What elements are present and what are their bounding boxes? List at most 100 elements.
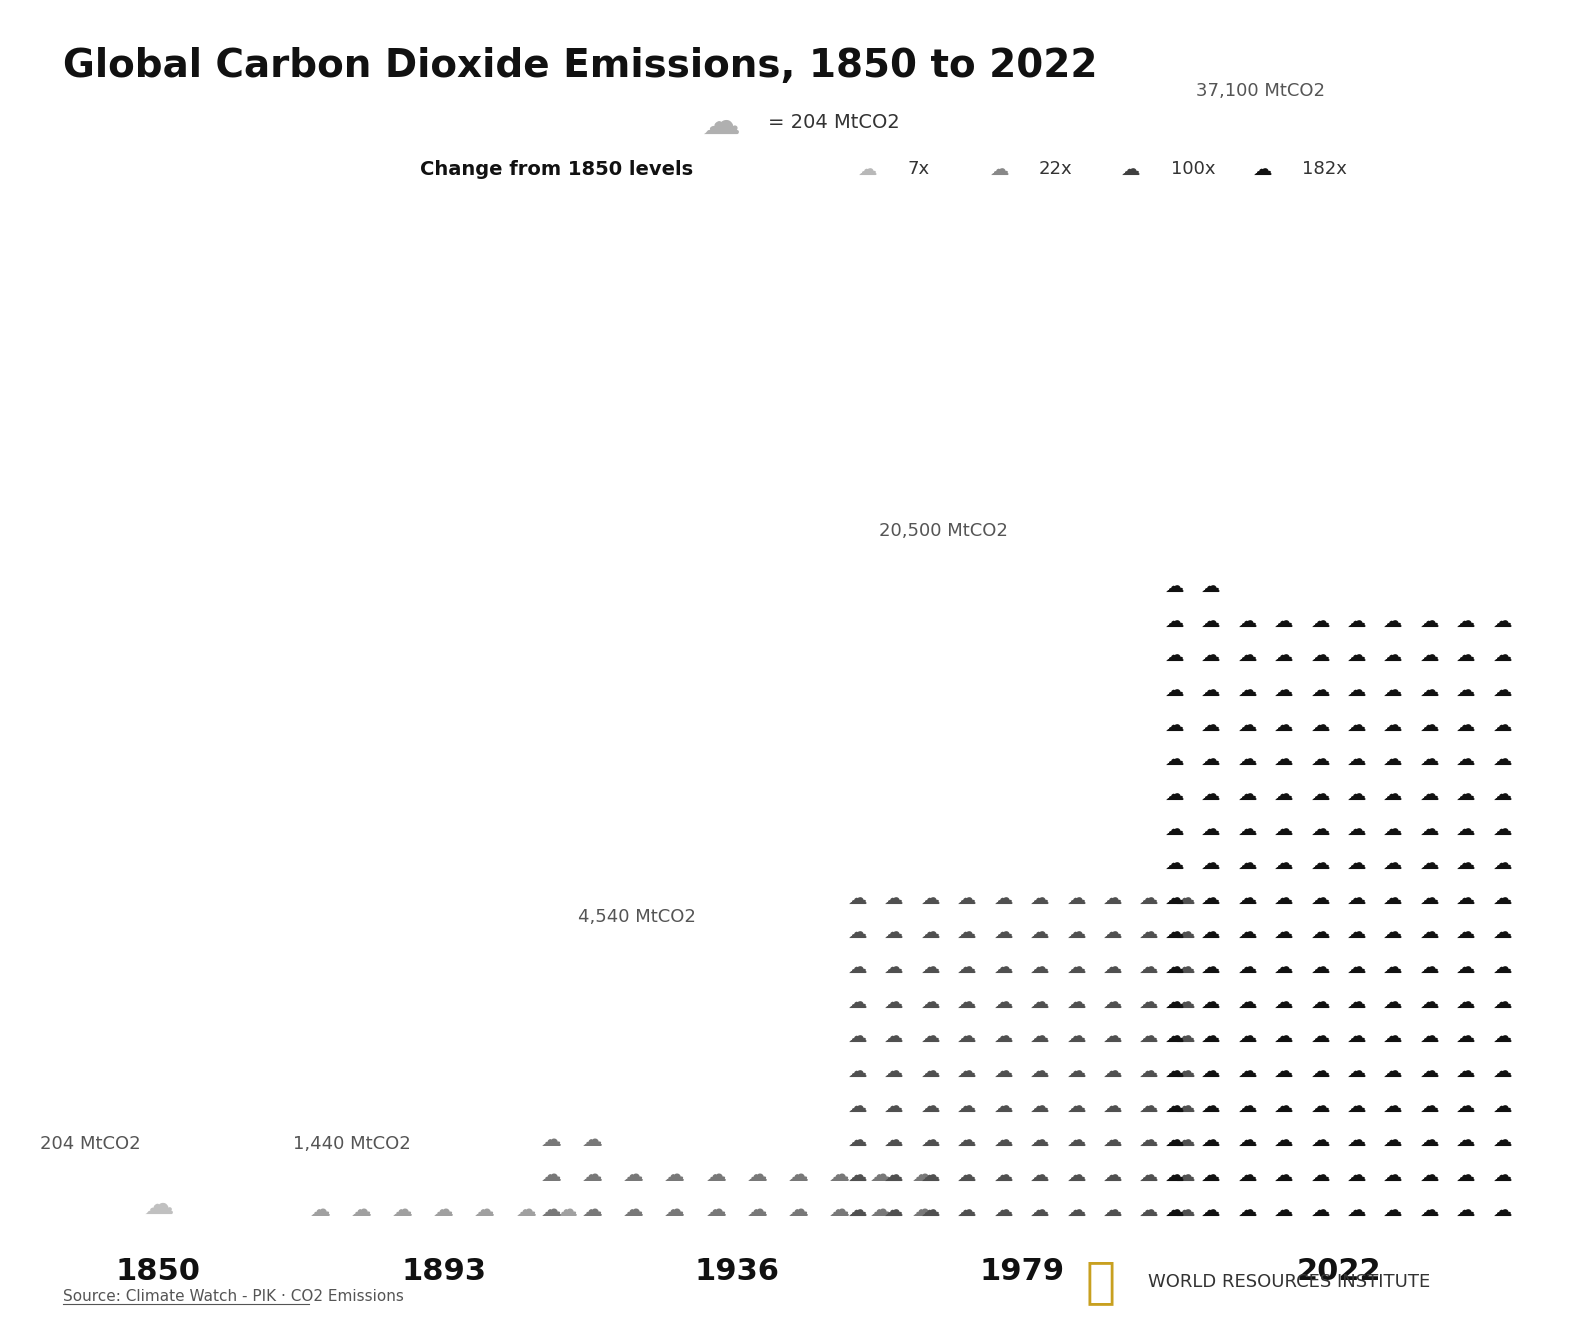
Text: ☁: ☁: [1383, 1166, 1403, 1185]
Text: ☁: ☁: [787, 1165, 809, 1185]
Text: ☁: ☁: [1419, 785, 1440, 804]
Text: ☁: ☁: [1237, 681, 1258, 700]
Text: ☁: ☁: [1419, 716, 1440, 734]
Text: ☁: ☁: [309, 1200, 331, 1220]
Text: ☁: ☁: [884, 1062, 904, 1081]
Text: ☁: ☁: [1237, 854, 1258, 873]
Text: ☁: ☁: [1139, 1201, 1159, 1220]
Text: ☁: ☁: [474, 1200, 496, 1220]
Text: ☁: ☁: [1346, 785, 1367, 804]
Text: ☁: ☁: [828, 1165, 851, 1185]
Text: ☁: ☁: [1383, 924, 1403, 942]
Text: ☁: ☁: [1066, 958, 1087, 977]
Text: ☁: ☁: [1139, 1097, 1159, 1116]
Text: ☁: ☁: [540, 1200, 562, 1220]
Text: 100x: 100x: [1171, 160, 1215, 179]
Text: ☁: ☁: [1346, 1201, 1367, 1220]
Text: 7x: 7x: [908, 160, 930, 179]
Text: ☁: ☁: [1164, 785, 1185, 804]
Text: ☁: ☁: [1139, 1132, 1159, 1150]
Text: ☁: ☁: [1492, 681, 1513, 700]
Text: ☁: ☁: [1310, 716, 1331, 734]
Text: ☁: ☁: [1274, 750, 1294, 769]
Text: ☁: ☁: [859, 160, 878, 179]
Text: ☁: ☁: [993, 1132, 1014, 1150]
Text: ☁: ☁: [1346, 889, 1367, 908]
Text: ☁: ☁: [993, 1028, 1014, 1046]
Text: ☁: ☁: [1237, 820, 1258, 838]
Text: ☁: ☁: [1253, 160, 1272, 179]
Text: ☁: ☁: [1102, 924, 1123, 942]
Text: ☁: ☁: [515, 1200, 537, 1220]
Text: ☁: ☁: [847, 958, 868, 977]
Text: ☁: ☁: [911, 1200, 933, 1220]
Text: ☁: ☁: [1102, 1062, 1123, 1081]
Text: ☁: ☁: [1274, 820, 1294, 838]
Text: ☁: ☁: [1346, 647, 1367, 665]
Text: ☁: ☁: [1175, 1062, 1196, 1081]
Text: ☁: ☁: [1310, 1132, 1331, 1150]
Text: ☁: ☁: [1139, 993, 1159, 1012]
Text: ☁: ☁: [920, 889, 941, 908]
Text: ☁: ☁: [1274, 1062, 1294, 1081]
Text: ☁: ☁: [1346, 750, 1367, 769]
Text: ☁: ☁: [1274, 1166, 1294, 1185]
Text: ☁: ☁: [1102, 1028, 1123, 1046]
Text: ☁: ☁: [1419, 1062, 1440, 1081]
Text: ☁: ☁: [1164, 750, 1185, 769]
Text: ☁: ☁: [1492, 889, 1513, 908]
Text: ☁: ☁: [1175, 1201, 1196, 1220]
Text: ☁: ☁: [1346, 1097, 1367, 1116]
Text: ☁: ☁: [1066, 1201, 1087, 1220]
Text: ☁: ☁: [1419, 854, 1440, 873]
Text: ☁: ☁: [1346, 1028, 1367, 1046]
Text: ☁: ☁: [1274, 1028, 1294, 1046]
Text: ☁: ☁: [1456, 716, 1476, 734]
Text: ☁: ☁: [1139, 958, 1159, 977]
Text: ☁: ☁: [920, 993, 941, 1012]
Text: ☁: ☁: [1164, 1201, 1185, 1220]
Text: 1,440 MtCO2: 1,440 MtCO2: [293, 1134, 410, 1153]
Text: ☁: ☁: [1492, 647, 1513, 665]
Text: ☁: ☁: [1139, 1062, 1159, 1081]
Text: ☁: ☁: [884, 1028, 904, 1046]
Text: ☁: ☁: [1030, 1201, 1050, 1220]
Text: ☁: ☁: [1383, 647, 1403, 665]
Text: ☁: ☁: [1274, 1132, 1294, 1150]
Text: ☁: ☁: [1383, 820, 1403, 838]
Text: ☁: ☁: [787, 1200, 809, 1220]
Text: ☁: ☁: [1310, 1201, 1331, 1220]
Text: ☁: ☁: [581, 1165, 604, 1185]
Text: ☁: ☁: [705, 1165, 727, 1185]
Text: ☁: ☁: [1164, 577, 1185, 596]
Text: 4,540 MtCO2: 4,540 MtCO2: [578, 908, 695, 926]
Text: ☁: ☁: [1456, 681, 1476, 700]
Text: ☁: ☁: [1237, 1132, 1258, 1150]
Text: ☁: ☁: [1164, 1132, 1185, 1150]
Text: ☁: ☁: [1310, 750, 1331, 769]
Text: ☁: ☁: [1164, 612, 1185, 631]
Text: ☁: ☁: [1164, 889, 1185, 908]
Text: ☁: ☁: [1492, 785, 1513, 804]
Text: ☁: ☁: [1492, 1132, 1513, 1150]
Text: ☁: ☁: [1310, 958, 1331, 977]
Text: ☁: ☁: [1066, 1097, 1087, 1116]
Text: ⧆: ⧆: [1087, 1258, 1115, 1306]
Text: ☁: ☁: [746, 1200, 768, 1220]
Text: ☁: ☁: [1492, 1097, 1513, 1116]
Text: ☁: ☁: [1419, 1132, 1440, 1150]
Text: ☁: ☁: [1201, 820, 1221, 838]
Text: ☁: ☁: [1201, 958, 1221, 977]
Text: ☁: ☁: [920, 924, 941, 942]
Text: ☁: ☁: [1456, 924, 1476, 942]
Text: ☁: ☁: [581, 1130, 604, 1150]
Text: ☁: ☁: [1237, 889, 1258, 908]
Text: ☁: ☁: [623, 1165, 645, 1185]
Text: ☁: ☁: [920, 1132, 941, 1150]
Text: ☁: ☁: [1492, 924, 1513, 942]
Text: ☁: ☁: [1164, 820, 1185, 838]
Text: Source: Climate Watch - PIK · CO2 Emissions: Source: Climate Watch - PIK · CO2 Emissi…: [63, 1289, 404, 1304]
Text: ☁: ☁: [1030, 889, 1050, 908]
Text: ☁: ☁: [920, 958, 941, 977]
Text: ☁: ☁: [1456, 750, 1476, 769]
